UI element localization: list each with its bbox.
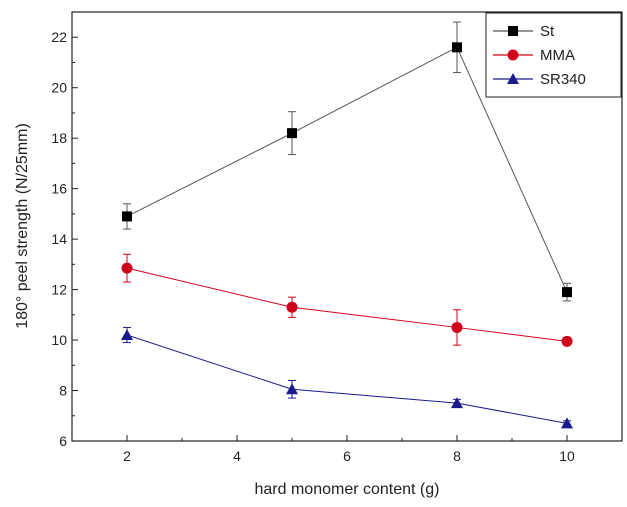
legend-label-sr340: SR340 [540,71,586,88]
y-tick-label: 20 [51,80,67,96]
data-point-sr340 [561,417,573,429]
y-tick-label: 22 [51,29,67,45]
legend-label-st: St [540,23,555,40]
y-axis-title: 180° peel strength (N/25mm) [14,123,31,329]
x-tick-label: 6 [343,448,351,464]
data-point-st [452,42,462,53]
y-tick-label: 12 [51,282,67,298]
x-tick-label: 10 [559,448,575,464]
series-line-st [126,46,568,293]
data-point-mma [286,301,298,313]
y-tick-label: 10 [51,332,67,348]
data-point-st [287,128,297,139]
y-tick-label: 8 [59,383,67,399]
series-layer [121,21,573,429]
data-point-st [122,211,132,222]
data-point-mma [121,262,133,274]
x-tick-label: 8 [453,448,461,464]
data-point-sr340 [286,383,298,395]
series-sr340 [121,326,573,429]
legend: St MMA SR340 [485,12,622,98]
data-point-sr340 [451,397,463,409]
y-tick-label: 6 [59,433,67,449]
x-axis-title: hard monomer content (g) [255,481,440,498]
x-tick-label: 2 [123,448,131,464]
series-st [122,21,572,302]
legend-label-mma: MMA [540,47,575,64]
series-line-mma [126,267,568,342]
data-point-mma [451,321,463,333]
legend-marker-st [508,26,518,36]
series-line-sr340 [126,334,568,424]
data-point-sr340 [121,329,133,341]
x-axis: 2 4 6 8 10 [71,435,623,464]
y-tick-label: 16 [51,181,67,197]
legend-marker-mma [507,49,519,61]
data-point-st [562,287,572,298]
y-axis: 6 8 10 12 14 16 18 20 22 [51,29,78,449]
x-tick-label: 4 [233,448,241,464]
series-mma [121,253,573,347]
data-point-mma [561,335,573,347]
legend-marker-sr340 [507,73,519,84]
y-tick-label: 14 [51,231,67,247]
y-tick-label: 18 [51,130,67,146]
